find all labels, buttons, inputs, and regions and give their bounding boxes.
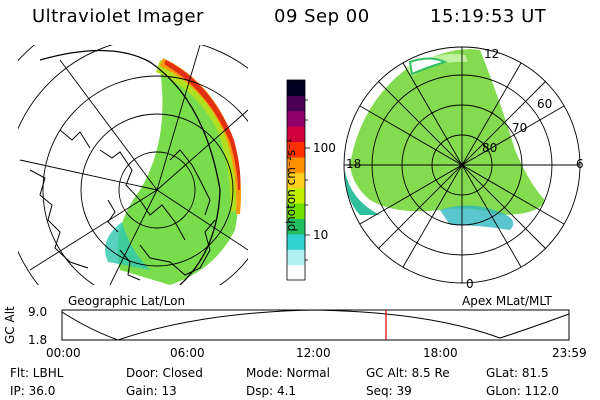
altitude-xtick-2: 12:00 — [296, 346, 331, 360]
apex-mlt-grid — [344, 47, 580, 283]
colorbar-band — [287, 95, 305, 112]
apex-emission-edge — [345, 170, 380, 215]
colorbar-band — [287, 249, 305, 266]
coastlines — [29, 129, 216, 281]
colorbar-band — [287, 172, 305, 189]
status-seq: Seq: 39 — [366, 384, 412, 398]
header-time: 15:19:53 UT — [430, 6, 547, 27]
header-date: 09 Sep 00 — [274, 6, 370, 27]
status-gain: Gain: 13 — [126, 384, 177, 398]
mlt-label-0: 0 — [466, 277, 474, 291]
geographic-panel — [18, 45, 248, 285]
mlat-label-80: 80 — [482, 141, 498, 155]
altitude-ylabel: GC Alt — [3, 306, 17, 344]
mlt-label-12: 12 — [484, 47, 500, 61]
apex-caption: Apex MLat/MLT — [462, 294, 552, 308]
colorbar-band — [287, 126, 305, 143]
emission-field — [117, 70, 239, 285]
colorbar-tick-10: 10 — [313, 228, 329, 242]
app-title: Ultraviolet Imager — [32, 6, 204, 27]
colorbar-band — [287, 110, 305, 127]
colorbar-band — [287, 203, 305, 219]
colorbar-tick-100: 100 — [313, 141, 336, 155]
status-glon: GLon: 112.0 — [486, 384, 559, 398]
colorbar-band — [287, 233, 305, 250]
geographic-caption: Geographic Lat/Lon — [68, 294, 186, 308]
altitude-plot — [61, 309, 570, 341]
auroral-arc-core — [164, 60, 241, 190]
status-dsp: Dsp: 4.1 — [246, 384, 297, 398]
apex-emission-low — [440, 205, 514, 230]
apex-panel — [343, 46, 581, 284]
colorbar-band — [287, 141, 305, 158]
status-filter: Flt: LBHL — [10, 366, 64, 380]
lon-grid — [19, 45, 248, 285]
altitude-xtick-0: 00:00 — [46, 346, 81, 360]
apex-emission — [350, 49, 545, 215]
altitude-curve — [61, 309, 570, 341]
mlt-label-6: 6 — [576, 157, 584, 171]
colorbar-ticks — [305, 99, 310, 261]
status-mode: Mode: Normal — [246, 366, 330, 380]
altitude-xtick-1: 06:00 — [170, 346, 205, 360]
colorbar-label: photon cm⁻²s⁻¹ — [284, 138, 298, 232]
colorbar-band — [287, 264, 305, 281]
colorbar-band — [287, 187, 305, 204]
status-glat: GLat: 81.5 — [486, 366, 549, 380]
altitude-ytick-9: 9.0 — [28, 305, 48, 319]
colorbar-band — [287, 80, 305, 96]
altitude-xtick-4: 23:59 — [552, 346, 587, 360]
mlat-label-70: 70 — [512, 121, 528, 135]
emission-field-edge — [105, 222, 150, 270]
apex-arc-white — [408, 57, 448, 76]
status-door: Door: Closed — [126, 366, 203, 380]
status-ip: IP: 36.0 — [10, 384, 56, 398]
altitude-ytick-1.8: 1.8 — [28, 333, 48, 347]
earth-limb — [39, 49, 221, 285]
colorbar — [286, 79, 306, 281]
lat-grid — [18, 45, 248, 285]
mlat-label-60: 60 — [537, 97, 553, 111]
mlt-label-18: 18 — [346, 157, 362, 171]
colorbar-band — [287, 156, 305, 173]
status-gc-alt: GC Alt: 8.5 Re — [366, 366, 450, 380]
altitude-xtick-3: 18:00 — [423, 346, 458, 360]
colorbar-band — [287, 218, 305, 235]
